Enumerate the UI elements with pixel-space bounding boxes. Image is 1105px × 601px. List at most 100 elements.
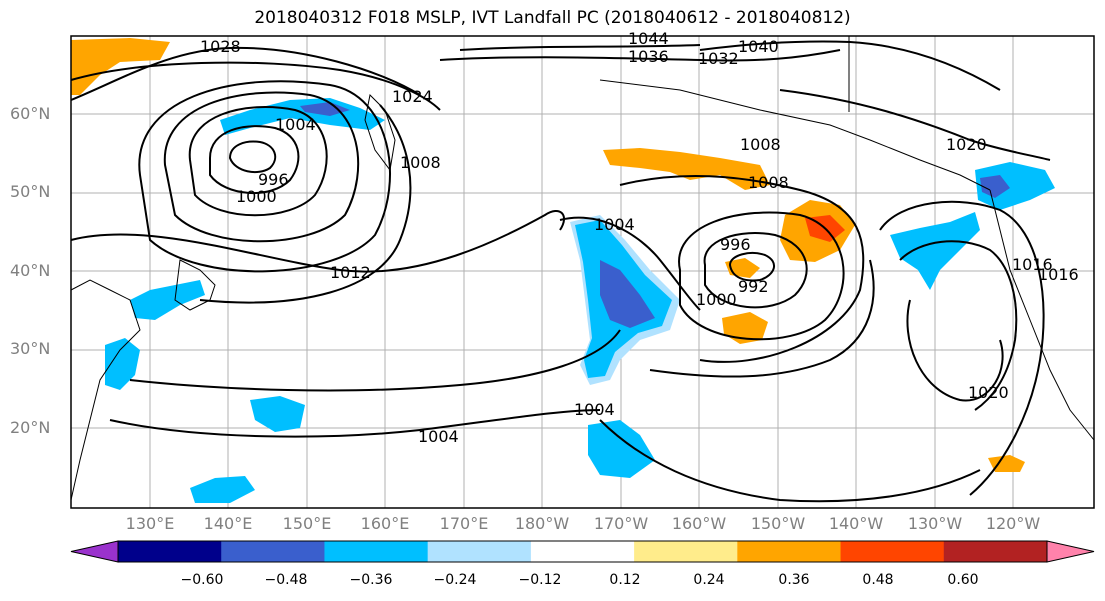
patch-blue-pnw bbox=[890, 212, 980, 290]
lon-label: 150°W bbox=[750, 514, 806, 533]
colorbar bbox=[70, 540, 1095, 563]
gridlines bbox=[71, 36, 1094, 508]
lat-label: 30°N bbox=[10, 339, 51, 358]
colorbar-tick: −0.24 bbox=[433, 572, 477, 588]
isobar-label: 1004 bbox=[594, 215, 635, 234]
colorbar-segment bbox=[840, 541, 945, 562]
low-ring-5 bbox=[138, 80, 391, 273]
low-ring-1 bbox=[228, 140, 277, 174]
low-ring-4 bbox=[163, 91, 360, 243]
lon-label: 140°E bbox=[203, 514, 253, 533]
lon-label: 170°W bbox=[593, 514, 649, 533]
patch-blue-south bbox=[250, 396, 305, 432]
colorbar-segment bbox=[118, 541, 222, 562]
isobar-1020-east bbox=[879, 200, 1045, 496]
low-ring-3 bbox=[188, 106, 328, 217]
isobar-1036 bbox=[459, 44, 701, 51]
isobar-1032 bbox=[439, 49, 841, 62]
patch-blue-south2 bbox=[190, 476, 255, 503]
isobar-label: 1024 bbox=[392, 87, 433, 106]
isobar-label: 1040 bbox=[738, 37, 779, 56]
isobar-1020-north bbox=[779, 89, 1051, 161]
colorbar-segment bbox=[530, 541, 635, 562]
patch-orange-gulf bbox=[603, 148, 770, 190]
colorbar-segment bbox=[737, 541, 842, 562]
isobar-1024 bbox=[70, 61, 441, 111]
coast-asia bbox=[70, 279, 141, 501]
isobar-lower-arc bbox=[599, 419, 981, 503]
isobar-label: 1036 bbox=[628, 47, 669, 66]
colorbar-tick: 0.48 bbox=[862, 572, 894, 588]
colorbar-tick: 0.12 bbox=[609, 572, 641, 588]
isobar-label: 1004 bbox=[275, 115, 316, 134]
isobar-label: 1044 bbox=[628, 29, 669, 48]
isobar-label: 992 bbox=[738, 277, 769, 296]
colorbar-tick: 0.36 bbox=[778, 572, 810, 588]
coast-japan bbox=[174, 259, 216, 311]
colorbar-tick: −0.36 bbox=[349, 572, 393, 588]
lat-label: 50°N bbox=[10, 182, 51, 201]
low2-ring-3 bbox=[678, 211, 845, 341]
coast-kamchatka bbox=[364, 93, 396, 172]
isobar-label: 1004 bbox=[574, 400, 615, 419]
isobar-label: 1000 bbox=[696, 290, 737, 309]
patch-orange-baja bbox=[988, 455, 1025, 472]
lon-label: 180°W bbox=[514, 514, 570, 533]
isobar-1028 bbox=[70, 46, 421, 101]
isobar-label: 1020 bbox=[946, 135, 987, 154]
isobar-1016 bbox=[899, 240, 1018, 411]
isobar-label: 1004 bbox=[418, 427, 459, 446]
isobar-label: 1028 bbox=[200, 37, 241, 56]
isobar-1008-gulf bbox=[619, 174, 865, 363]
lat-label: 20°N bbox=[10, 418, 51, 437]
patch-blue-central-dark bbox=[600, 260, 655, 328]
colorbar-outline bbox=[117, 540, 1048, 563]
isobar-label: 1032 bbox=[698, 49, 739, 68]
colorbar-tick: −0.60 bbox=[180, 572, 224, 588]
lon-label: 150°E bbox=[282, 514, 332, 533]
isobar-label: 1000 bbox=[236, 187, 277, 206]
isobar-1020-ridge bbox=[906, 299, 1004, 402]
map-border bbox=[70, 35, 1095, 509]
patch-blue-central-s bbox=[588, 420, 655, 478]
colorbar-tick: −0.48 bbox=[264, 572, 308, 588]
isobar-1040 bbox=[699, 40, 1001, 91]
low-ring-2 bbox=[209, 125, 300, 194]
low2-ring-1 bbox=[728, 252, 775, 282]
lon-label: 170°E bbox=[439, 514, 489, 533]
isobar-1012 bbox=[70, 210, 565, 273]
lon-label: 140°W bbox=[828, 514, 884, 533]
patch-blue-japan bbox=[130, 280, 205, 320]
isobar-1008-west bbox=[199, 104, 412, 304]
colorbar-extend-low bbox=[70, 540, 119, 563]
colorbar-segment bbox=[221, 541, 325, 562]
patch-blue-japan-s bbox=[105, 338, 140, 390]
isobar-mid-arc bbox=[649, 259, 875, 378]
lon-label: 130°W bbox=[907, 514, 963, 533]
isobar-1004-center bbox=[559, 216, 701, 311]
isobar-label: 1008 bbox=[748, 173, 789, 192]
patch-blue-pnw-dark bbox=[980, 175, 1010, 198]
lat-label: 60°N bbox=[10, 104, 51, 123]
isobar-label: 1016 bbox=[1038, 265, 1079, 284]
isobar-label: 996 bbox=[258, 170, 289, 189]
colorbar-tick: 0.24 bbox=[693, 572, 725, 588]
low2-ring-2 bbox=[703, 232, 808, 309]
colorbar-segment bbox=[324, 541, 429, 562]
colorbar-segment bbox=[634, 541, 738, 562]
lon-label: 130°E bbox=[125, 514, 175, 533]
lon-label: 120°W bbox=[985, 514, 1041, 533]
patch-blue-kamchatka-dark bbox=[300, 102, 350, 116]
lon-label: 160°W bbox=[671, 514, 727, 533]
isobar-label-group: 1028 1024 1004 996 1000 1008 1012 1004 1… bbox=[200, 29, 1079, 446]
lon-label: 160°E bbox=[360, 514, 410, 533]
isobars bbox=[70, 40, 1051, 503]
colorbar-extend-high bbox=[1046, 540, 1095, 563]
isobar-1004-mid bbox=[129, 329, 621, 392]
lat-label: 40°N bbox=[10, 261, 51, 280]
isobar-label: 1016 bbox=[1012, 255, 1053, 274]
isobar-label: 1012 bbox=[330, 263, 371, 282]
isobar-label: 1008 bbox=[740, 135, 781, 154]
coast-alaska bbox=[599, 79, 991, 191]
